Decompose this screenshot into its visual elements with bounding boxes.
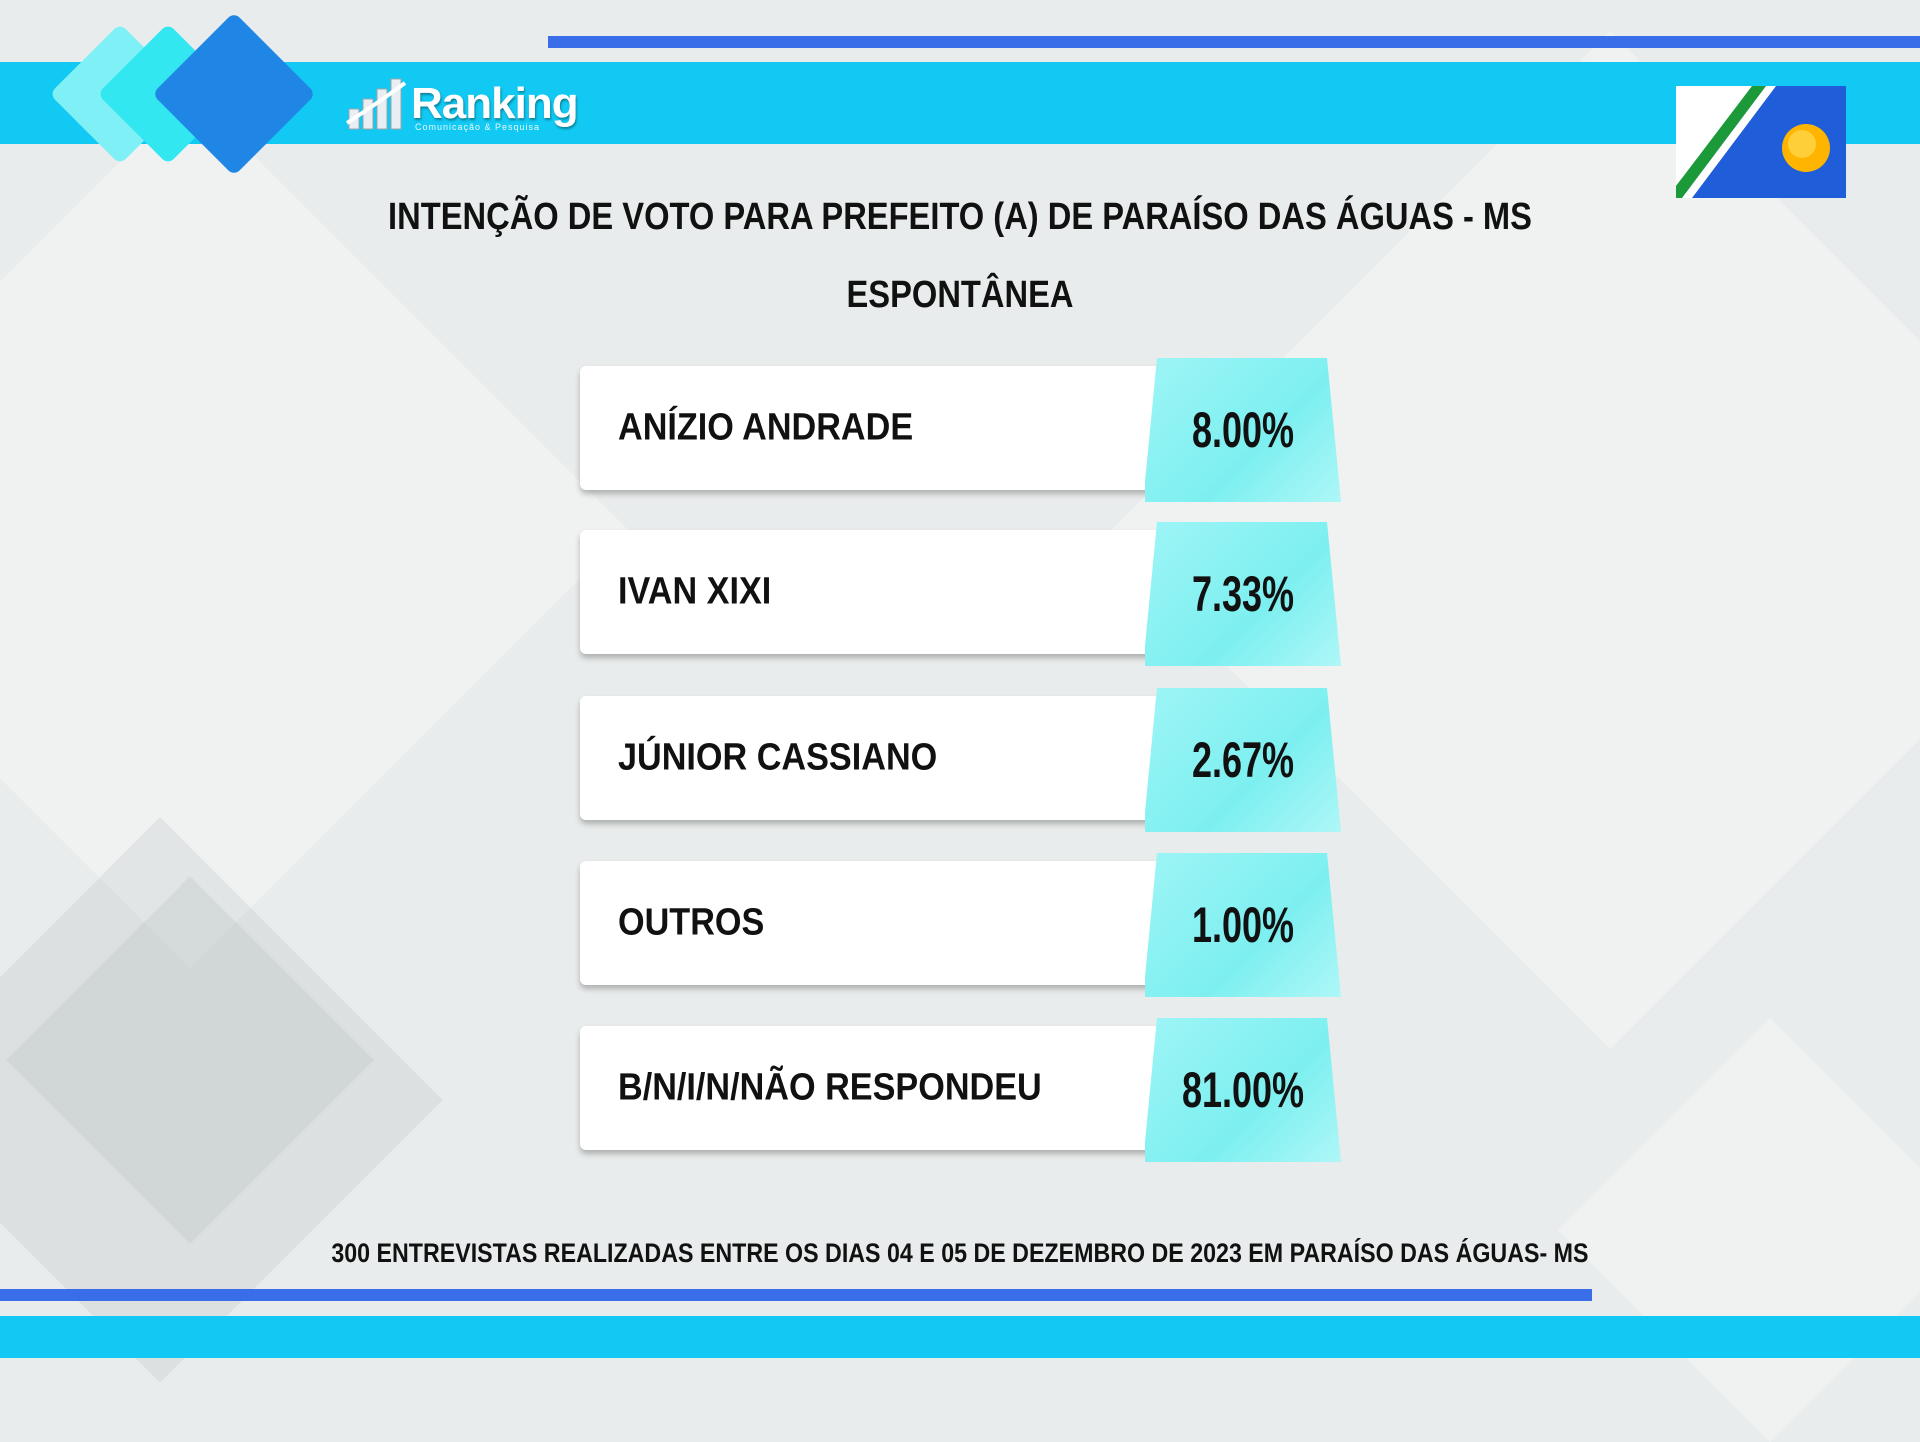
percentage-box	[1145, 853, 1341, 997]
percentage-value: 7.33%	[1191, 566, 1295, 622]
candidate-label-box: JÚNIOR CASSIANO	[580, 696, 1170, 820]
background-shape	[1557, 1017, 1920, 1442]
candidate-name: ANÍZIO ANDRADE	[618, 406, 914, 449]
result-row: B/N/I/N/NÃO RESPONDEU 81.00%	[580, 1018, 1341, 1162]
result-row: OUTROS 1.00%	[580, 853, 1341, 997]
header-band	[0, 62, 1920, 144]
survey-footnote: 300 ENTREVISTAS REALIZADAS ENTRE OS DIAS…	[0, 1238, 1920, 1269]
bottom-accent-line	[0, 1289, 1592, 1301]
percentage-box	[1145, 522, 1341, 666]
candidate-name: IVAN XIXI	[618, 570, 772, 613]
candidate-label-box: B/N/I/N/NÃO RESPONDEU	[580, 1026, 1170, 1150]
percentage-value: 8.00%	[1191, 402, 1295, 458]
chart-title: INTENÇÃO DE VOTO PARA PREFEITO (A) DE PA…	[388, 196, 1532, 238]
percentage-box	[1145, 358, 1341, 502]
result-row: ANÍZIO ANDRADE 8.00%	[580, 358, 1341, 502]
candidate-label-box: IVAN XIXI	[580, 530, 1170, 654]
brand-name: Ranking	[411, 79, 579, 128]
candidate-label-box: OUTROS	[580, 861, 1170, 985]
survey-footnote-text: 300 ENTREVISTAS REALIZADAS ENTRE OS DIAS…	[331, 1238, 1589, 1268]
candidate-name: OUTROS	[618, 901, 765, 944]
candidate-name: JÚNIOR CASSIANO	[618, 736, 938, 779]
result-row: IVAN XIXI 7.33%	[580, 522, 1341, 666]
percentage-value: 1.00%	[1191, 897, 1295, 953]
result-row: JÚNIOR CASSIANO 2.67%	[580, 688, 1341, 832]
state-flag-icon	[1676, 86, 1846, 198]
chart-logo-icon	[345, 78, 407, 130]
footer-band	[0, 1316, 1920, 1358]
chart-subtitle: ESPONTÂNEA	[846, 274, 1074, 316]
ranking-logo: Ranking Comunicação & Pesquisa	[345, 72, 579, 136]
candidate-name: B/N/I/N/NÃO RESPONDEU	[618, 1066, 1042, 1109]
candidate-label-box: ANÍZIO ANDRADE	[580, 366, 1170, 490]
percentage-box	[1145, 688, 1341, 832]
top-accent-line	[548, 36, 1920, 48]
percentage-value: 2.67%	[1191, 732, 1295, 788]
percentage-value: 81.00%	[1181, 1062, 1305, 1118]
percentage-box	[1145, 1018, 1341, 1162]
brand-tagline: Comunicação & Pesquisa	[415, 122, 541, 132]
